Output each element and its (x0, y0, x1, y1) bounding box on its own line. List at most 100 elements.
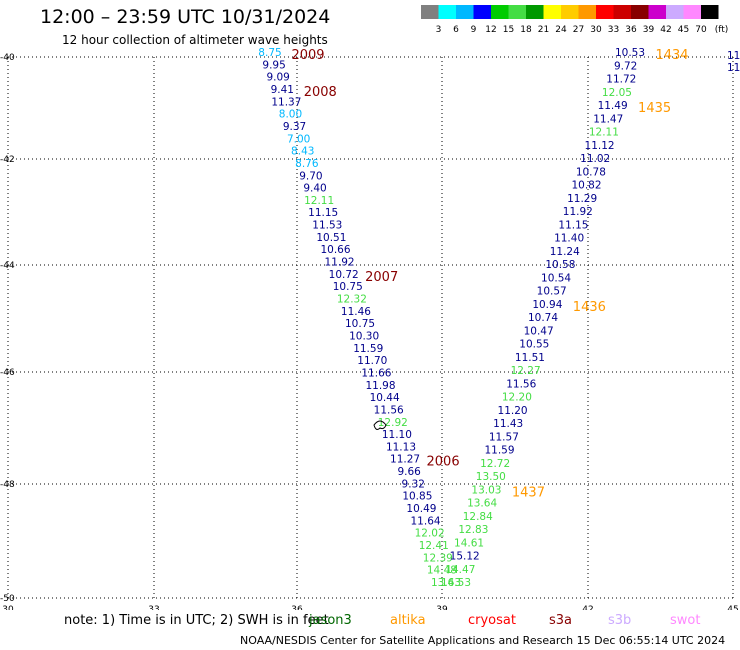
wave-height-label: 11.40 (554, 233, 584, 245)
y-tick-label: -48 (0, 480, 15, 490)
satellite-legend-item: cryosat (468, 613, 516, 628)
colorbar-label: 21 (538, 25, 549, 35)
island-outline (373, 420, 387, 430)
x-tick-label: 36 (291, 605, 303, 610)
colorbar-swatch (456, 5, 474, 19)
wave-height-label: 11.59 (353, 343, 383, 355)
wave-height-label: 10.85 (402, 491, 432, 503)
wave-height-label: 11.15 (308, 207, 338, 219)
wave-height-label: 11.15 (558, 219, 588, 231)
wave-height-label: 11.57 (489, 431, 519, 443)
wave-height-label: 11.24 (550, 246, 580, 258)
wave-height-label: 11.02 (580, 153, 610, 165)
colorbar-label: 12 (485, 25, 496, 35)
wave-height-label: 12.39 (423, 552, 453, 564)
colorbar-label: 27 (573, 25, 584, 35)
wave-height-label: 11.56 (506, 378, 536, 390)
pass-time-label: 2009 (291, 48, 324, 63)
wave-height-label: 12.32 (337, 294, 367, 306)
colorbar-legend: 3 6 9 12 15 18 21 24 27 30 33 36 39 42 45 70 (ft) (421, 5, 729, 35)
colorbar-label: 15 (503, 25, 514, 35)
wave-height-label: 11.92 (563, 206, 593, 218)
wave-height-label: 12.11 (589, 127, 619, 139)
colorbar-swatch (473, 5, 491, 19)
pass-time-label: 1434 (655, 48, 688, 63)
y-tick-label: -44 (0, 261, 15, 271)
wave-height-label: 14.48 (427, 565, 457, 577)
colorbar-label: 18 (520, 25, 532, 35)
wave-height-label: 12.92 (378, 417, 408, 429)
colorbar-label: 39 (643, 25, 655, 35)
colorbar-swatch (701, 5, 719, 19)
colorbar-swatch (631, 5, 649, 19)
wave-height-label: 10.78 (576, 166, 606, 178)
colorbar-swatch (596, 5, 614, 19)
x-tick-label: 39 (436, 605, 448, 610)
colorbar-label: 9 (471, 25, 477, 35)
wave-height-label: 11.72 (606, 74, 636, 86)
wave-height-label: 10.74 (528, 312, 558, 324)
wave-height-label: 11.20 (498, 405, 528, 417)
wave-height-label: 10.75 (333, 281, 363, 293)
wave-height-label: 12.41 (419, 540, 449, 552)
wave-height-label: 12.05 (602, 87, 632, 99)
pass-time-label: 2008 (304, 85, 337, 100)
wave-height-label: 14.61 (454, 537, 484, 549)
x-tick-label: 45 (727, 605, 738, 610)
wave-height-label: 9.09 (266, 72, 289, 84)
map-subtitle: 12 hour collection of altimeter wave hei… (62, 33, 328, 47)
satellite-legend-item: s3b (608, 613, 632, 628)
colorbar-swatch (683, 5, 701, 19)
colorbar-swatch (666, 5, 684, 19)
colorbar-label: 36 (625, 25, 637, 35)
pass-time-label: 1437 (512, 485, 545, 500)
wave-height-label: 10.94 (532, 299, 562, 311)
wave-height-label: 11.70 (357, 355, 387, 367)
wave-height-label: 11.59 (484, 445, 514, 457)
wave-height-label: 9.41 (271, 84, 294, 96)
satellite-legend-item: jason3 (309, 613, 352, 628)
wave-height-label: 9.95 (262, 59, 285, 71)
wave-height-label: 12.83 (458, 524, 488, 536)
credit-line: NOAA/NESDIS Center for Satellite Applica… (240, 634, 726, 647)
wave-height-label: 10.49 (406, 503, 436, 515)
y-tick-label: -50 (0, 594, 15, 604)
wave-height-label: 11.27 (390, 454, 420, 466)
colorbar-label: 42 (660, 25, 671, 35)
wave-height-label: 13.63 (431, 577, 461, 589)
colorbar-label: 30 (590, 25, 602, 35)
wave-height-label: 11.92 (325, 257, 355, 269)
wave-height-label: 12.02 (415, 528, 445, 540)
colorbar-swatch (526, 5, 544, 19)
colorbar-label: 24 (555, 25, 567, 35)
wave-height-label: 10.58 (545, 259, 575, 271)
wave-height-label: 14.53 (441, 577, 471, 589)
wave-height-label: 11.29 (567, 193, 597, 205)
colorbar-swatch (438, 5, 456, 19)
colorbar-unit: (ft) (715, 25, 729, 35)
colorbar-label: 3 (436, 25, 442, 35)
wave-height-label: 10.47 (524, 325, 554, 337)
wave-height-label: 9.72 (614, 60, 637, 72)
pass-time-label: 2007 (365, 270, 398, 285)
wave-height-label: 11.56 (374, 404, 404, 416)
wave-height-label: 10.51 (316, 232, 346, 244)
wave-height-label: 8.00 (279, 109, 302, 121)
wave-height-label: 13.50 (476, 471, 506, 483)
wave-height-label: 11.43 (493, 418, 523, 430)
wave-height-label: 11.51 (515, 352, 545, 364)
colorbar-label: 6 (453, 25, 459, 35)
wave-height-label: 11.47 (593, 113, 623, 125)
colorbar-swatch (508, 5, 526, 19)
wave-height-label: 12.84 (463, 511, 493, 523)
wave-height-label: 12.27 (511, 365, 541, 377)
wave-height-label: 11.10 (382, 429, 412, 441)
y-tick-label: -46 (0, 368, 15, 378)
wave-height-label: 11.53 (312, 220, 342, 232)
colorbar-swatch (561, 5, 579, 19)
wave-height-map: 30 33 36 39 42 45-40-42-44-46-48-508.759.959.… (0, 47, 740, 610)
x-tick-label: 30 (2, 605, 14, 610)
wave-height-label: 11.49 (598, 100, 628, 112)
wave-height-label: 12.11 (304, 195, 334, 207)
pass-time-label: 1436 (573, 300, 606, 315)
